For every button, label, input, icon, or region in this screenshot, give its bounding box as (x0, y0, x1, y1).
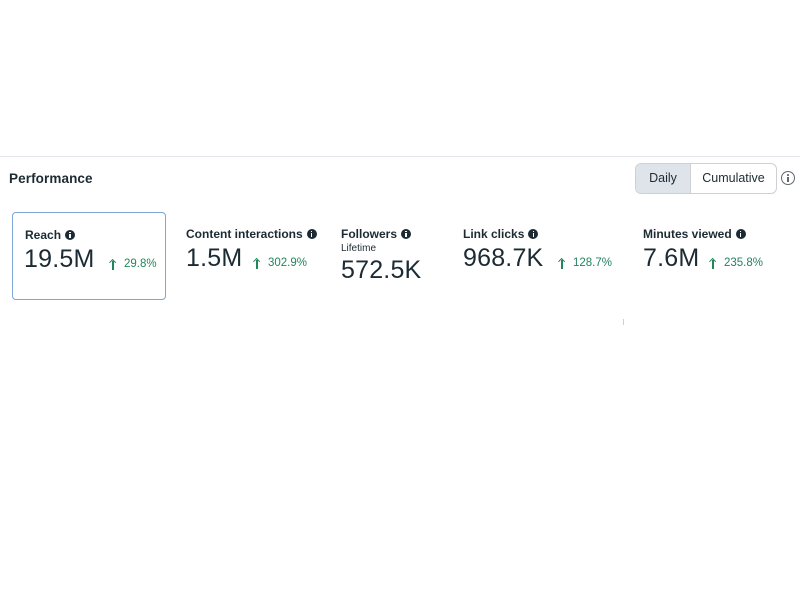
metric-label-text: Minutes viewed (643, 227, 732, 241)
metric-value: 1.5M (186, 244, 243, 272)
metric-change: 128.7% (558, 257, 612, 269)
metric-card-content-interactions[interactable]: Content interactions 1.5M 302.9% (174, 212, 324, 300)
metric-label-content-interactions: Content interactions (186, 227, 317, 241)
metric-change-value: 29.8% (124, 258, 157, 270)
toggle-cumulative[interactable]: Cumulative (690, 164, 776, 193)
metric-value: 968.7K (463, 244, 544, 272)
metric-label-reach: Reach (25, 228, 76, 242)
metric-card-minutes-viewed[interactable]: Minutes viewed 7.6M 235.8% (631, 212, 791, 300)
arrow-up-icon (709, 258, 717, 269)
metric-change-value: 128.7% (573, 257, 613, 269)
metric-change-value: 235.8% (724, 257, 764, 269)
metric-label-text: Reach (25, 228, 62, 242)
metric-change: 302.9% (253, 257, 307, 269)
toggle-daily[interactable]: Daily (636, 164, 690, 193)
metric-label-followers: Followers (341, 227, 412, 241)
daily-cumulative-toggle[interactable]: Daily Cumulative (635, 163, 777, 194)
info-icon[interactable] (65, 230, 76, 240)
info-circle-icon[interactable] (781, 171, 795, 185)
metric-card-followers[interactable]: Followers Lifetime 572.5K (329, 212, 449, 300)
info-icon[interactable] (528, 229, 539, 239)
metric-value: 19.5M (24, 245, 95, 273)
metric-label-text: Content interactions (186, 227, 303, 241)
metric-label-text: Link clicks (463, 227, 525, 241)
section-title: Performance (9, 171, 93, 186)
metric-change: 235.8% (709, 257, 763, 269)
metric-label-text: Followers (341, 227, 398, 241)
metric-value: 572.5K (341, 256, 422, 284)
arrow-up-icon (109, 259, 117, 270)
info-icon[interactable] (306, 229, 317, 239)
top-divider (0, 156, 800, 157)
metric-value: 7.6M (643, 244, 700, 272)
metric-card-reach[interactable]: Reach 19.5M 29.8% (12, 212, 166, 300)
info-icon[interactable] (735, 229, 746, 239)
divider-mark (623, 319, 624, 325)
metric-change-value: 302.9% (268, 257, 308, 269)
metric-label-link-clicks: Link clicks (463, 227, 539, 241)
metric-card-link-clicks[interactable]: Link clicks 968.7K 128.7% (451, 212, 621, 300)
arrow-up-icon (253, 258, 261, 269)
metric-sublabel: Lifetime (341, 243, 377, 254)
metric-change: 29.8% (109, 258, 157, 270)
metric-label-minutes-viewed: Minutes viewed (643, 227, 746, 241)
info-icon[interactable] (401, 229, 412, 239)
arrow-up-icon (558, 258, 566, 269)
